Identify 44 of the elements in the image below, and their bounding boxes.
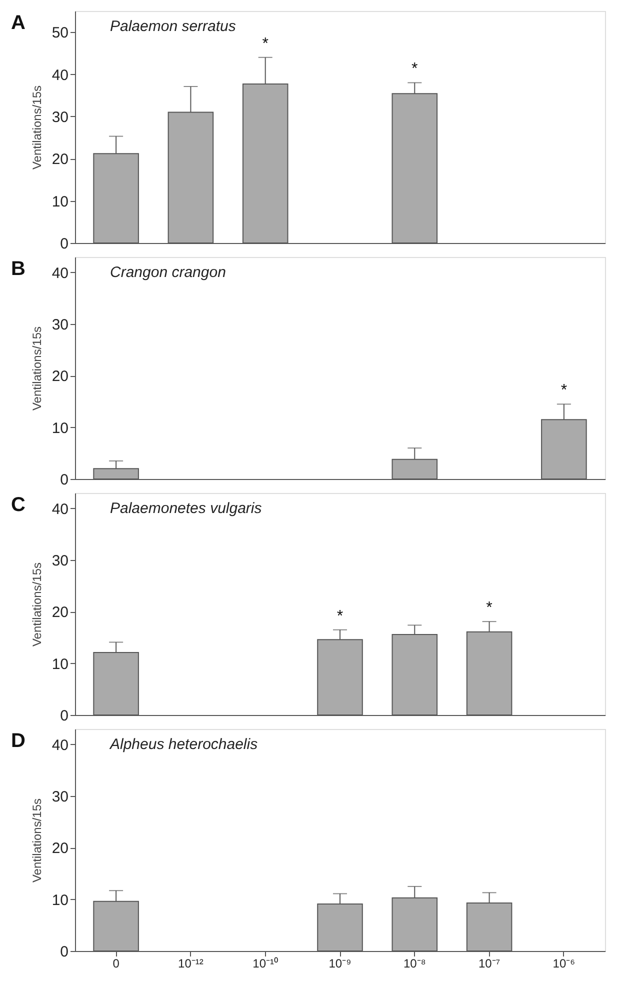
y-tick-label: 10 — [52, 420, 68, 437]
x-tick-label: 10⁻⁷ — [478, 956, 500, 970]
y-axis-title: Ventilations/15s — [30, 562, 44, 647]
y-tick-label: 40 — [52, 500, 68, 518]
y-tick-label: 30 — [52, 316, 68, 334]
y-tick-label: 0 — [60, 472, 68, 488]
y-axis-title: Ventilations/15s — [30, 85, 44, 170]
y-tick-label: 0 — [60, 708, 68, 724]
y-tick-label: 20 — [52, 151, 68, 168]
annotation: * — [560, 382, 568, 400]
y-tick-label: 50 — [52, 24, 68, 42]
y-tick-label: 30 — [52, 788, 68, 806]
text: A — [11, 12, 26, 34]
y-tick-label: 20 — [52, 604, 68, 622]
y-tick-label: 10 — [52, 656, 68, 673]
text: Crangon crangon — [110, 264, 226, 281]
x-tick-label: 10⁻⁹ — [328, 956, 352, 970]
annotation: * — [486, 600, 492, 617]
x-tick-label: 10⁻⁸ — [403, 956, 426, 970]
annotation: * — [412, 60, 418, 78]
y-tick-label: 40 — [52, 736, 68, 754]
x-tick-label: 10⁻¹² — [178, 956, 204, 970]
y-tick-label: 40 — [52, 264, 68, 282]
y-tick-label: 10 — [52, 193, 68, 210]
text: B — [11, 258, 26, 280]
y-tick-label: 20 — [52, 368, 68, 386]
y-tick-label: 20 — [52, 840, 68, 858]
text: C — [11, 494, 26, 516]
annotation: * — [336, 608, 344, 625]
y-tick-label: 10 — [52, 892, 68, 909]
y-tick-label: 40 — [52, 66, 68, 84]
y-axis-title: Ventilations/15s — [30, 798, 44, 883]
text: Palaemon serratus — [110, 18, 236, 35]
annotation: * — [262, 35, 268, 52]
text: Alpheus heterochaelis — [109, 736, 258, 753]
text: Palaemonetes vulgaris — [110, 500, 262, 517]
x-tick-label: 10⁻⁶ — [552, 956, 576, 970]
y-axis-title: Ventilations/15s — [30, 326, 44, 411]
y-tick-label: 30 — [52, 108, 68, 126]
y-tick-label: 30 — [52, 552, 68, 570]
x-tick-label: 10⁻¹⁰ — [252, 956, 278, 970]
y-tick-label: 0 — [60, 236, 68, 252]
text: D — [11, 730, 26, 752]
x-tick-label: 0 — [112, 956, 120, 970]
